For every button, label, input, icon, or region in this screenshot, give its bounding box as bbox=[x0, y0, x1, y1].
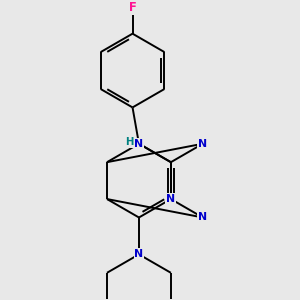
Text: N: N bbox=[134, 249, 143, 260]
Text: N: N bbox=[166, 194, 176, 204]
Text: H: H bbox=[125, 137, 134, 147]
Text: F: F bbox=[129, 1, 136, 13]
Text: N: N bbox=[134, 139, 143, 149]
Text: N: N bbox=[198, 139, 207, 149]
Text: N: N bbox=[134, 139, 143, 149]
Text: N: N bbox=[198, 212, 207, 223]
